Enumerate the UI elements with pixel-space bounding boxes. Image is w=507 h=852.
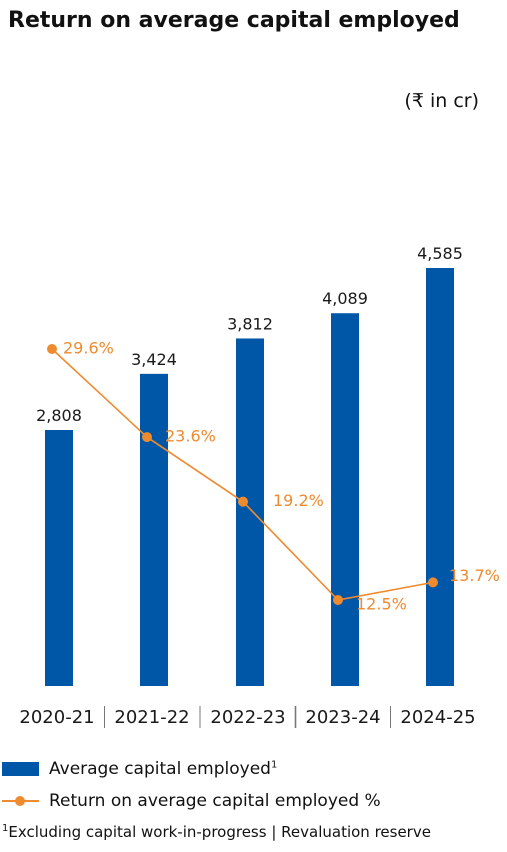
bar-value-label: 4,585 [417,244,463,263]
chart-area: 2,808 3,424 3,812 4,089 4,585 29.6% 23.6% 19.2%… [19,244,500,728]
bar-value-label: 3,812 [227,314,273,333]
line-point-2020-21 [47,344,57,354]
unit-label: (₹ in cr) [404,90,479,112]
legend-swatch-bar [2,762,39,776]
line-value-label: 19.2% [273,491,324,510]
footnote: 1Excluding capital work-in-progress | Re… [2,823,431,841]
legend: Average capital employed1 Return on aver… [0,755,381,819]
legend-item-line: Return on average capital employed % [0,787,381,815]
bar-2022-23 [236,338,264,686]
bar-value-label: 2,808 [36,406,82,425]
bar-value-label: 4,089 [322,289,368,308]
bar-2023-24 [331,313,359,686]
line-point-2022-23 [238,496,248,507]
bar-value-label: 3,424 [131,350,177,369]
line-value-label: 13.7% [449,566,500,585]
line-value-label: 29.6% [63,339,114,358]
legend-swatch-line [2,794,39,808]
x-tick-label: 2022-23 [210,707,285,728]
legend-label-bar: Average capital employed1 [49,759,278,779]
legend-label-line: Return on average capital employed % [49,791,381,811]
bar-2024-25 [426,268,454,686]
x-tick-label: 2023-24 [305,707,380,728]
bar-2021-22 [140,373,168,686]
line-point-2021-22 [142,432,152,443]
x-tick-label: 2024-25 [400,707,475,728]
line-value-label: 12.5% [356,595,407,614]
chart-title: Return on average capital employed [8,8,460,33]
legend-item-bar: Average capital employed1 [0,755,381,783]
line-point-2023-24 [333,595,343,605]
bar-2020-21 [45,430,73,686]
line-value-label: 23.6% [165,427,216,446]
line-point-2024-25 [428,577,438,588]
x-tick-label: 2021-22 [114,707,189,728]
x-tick-label: 2020-21 [19,707,94,728]
